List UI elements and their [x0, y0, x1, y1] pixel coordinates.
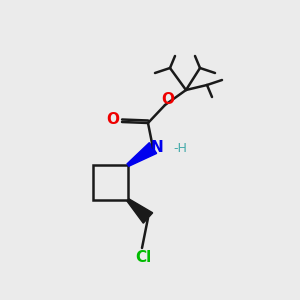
- Text: O: O: [106, 112, 119, 128]
- Polygon shape: [127, 142, 157, 166]
- Text: N: N: [151, 140, 164, 155]
- Text: Cl: Cl: [135, 250, 151, 266]
- Text: -H: -H: [173, 142, 187, 154]
- Polygon shape: [127, 199, 153, 223]
- Text: O: O: [161, 92, 175, 107]
